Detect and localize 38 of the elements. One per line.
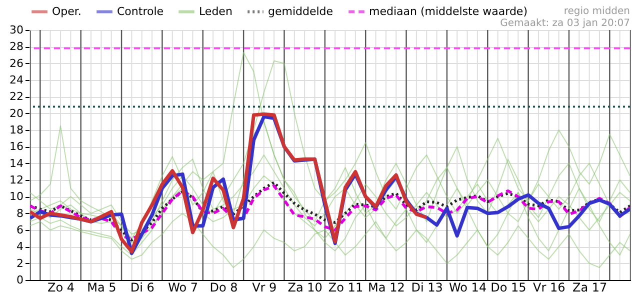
y-tick-label: 4 [16, 240, 24, 254]
text: regio midden [564, 6, 630, 17]
y-tick-label: 22 [10, 90, 24, 104]
x-tick-label: Di 13 [411, 280, 443, 294]
text: Gemaakt: za 03 jan 20:07 [500, 18, 630, 29]
y-tick-label: 30 [10, 24, 24, 36]
y-tick-label: 12 [10, 174, 24, 186]
x-tick-label: Za 10 [288, 280, 322, 294]
x-tick-label: Ma 5 [87, 280, 116, 294]
x-tick-label: Zo 11 [328, 280, 364, 294]
x-tick-label: Zo 4 [48, 280, 75, 294]
x-tick-label: Vr 9 [252, 280, 277, 294]
line-series [30, 112, 428, 254]
legend-label: Leden [199, 4, 232, 18]
y-tick-label: 2 [16, 256, 24, 270]
x-tick-label: Ma 12 [368, 280, 405, 294]
y-tick-label: 16 [10, 140, 24, 154]
y-tick-label: 14 [10, 156, 24, 170]
y-tick-label: 20 [10, 106, 24, 120]
x-tick-label: Di 6 [130, 280, 154, 294]
x-tick-label: Za 17 [572, 280, 608, 294]
y-tick-label: 6 [16, 224, 24, 236]
y-tick-label: 0 [16, 274, 24, 286]
legend-label: Controle [117, 4, 164, 18]
y-tick-label: 10 [10, 190, 24, 204]
y-tick-label: 18 [10, 124, 24, 136]
legend-label: Oper. [52, 4, 82, 18]
y-tick-label: 8 [16, 206, 24, 220]
x-tick-label: Do 15 [490, 280, 526, 294]
x-tick-label: Do 8 [210, 280, 238, 294]
legend-label: gemiddelde [268, 4, 334, 18]
y-tick-label: 24 [10, 74, 24, 86]
y-tick-label: 26 [10, 56, 24, 70]
x-tick-label: Vr 16 [533, 280, 566, 294]
x-tick-label: Wo 14 [448, 280, 487, 294]
x-tick-label: Wo 7 [168, 280, 198, 294]
y-tick-label: 28 [10, 40, 24, 54]
legend-label: mediaan (middelste waarde) [369, 4, 528, 18]
